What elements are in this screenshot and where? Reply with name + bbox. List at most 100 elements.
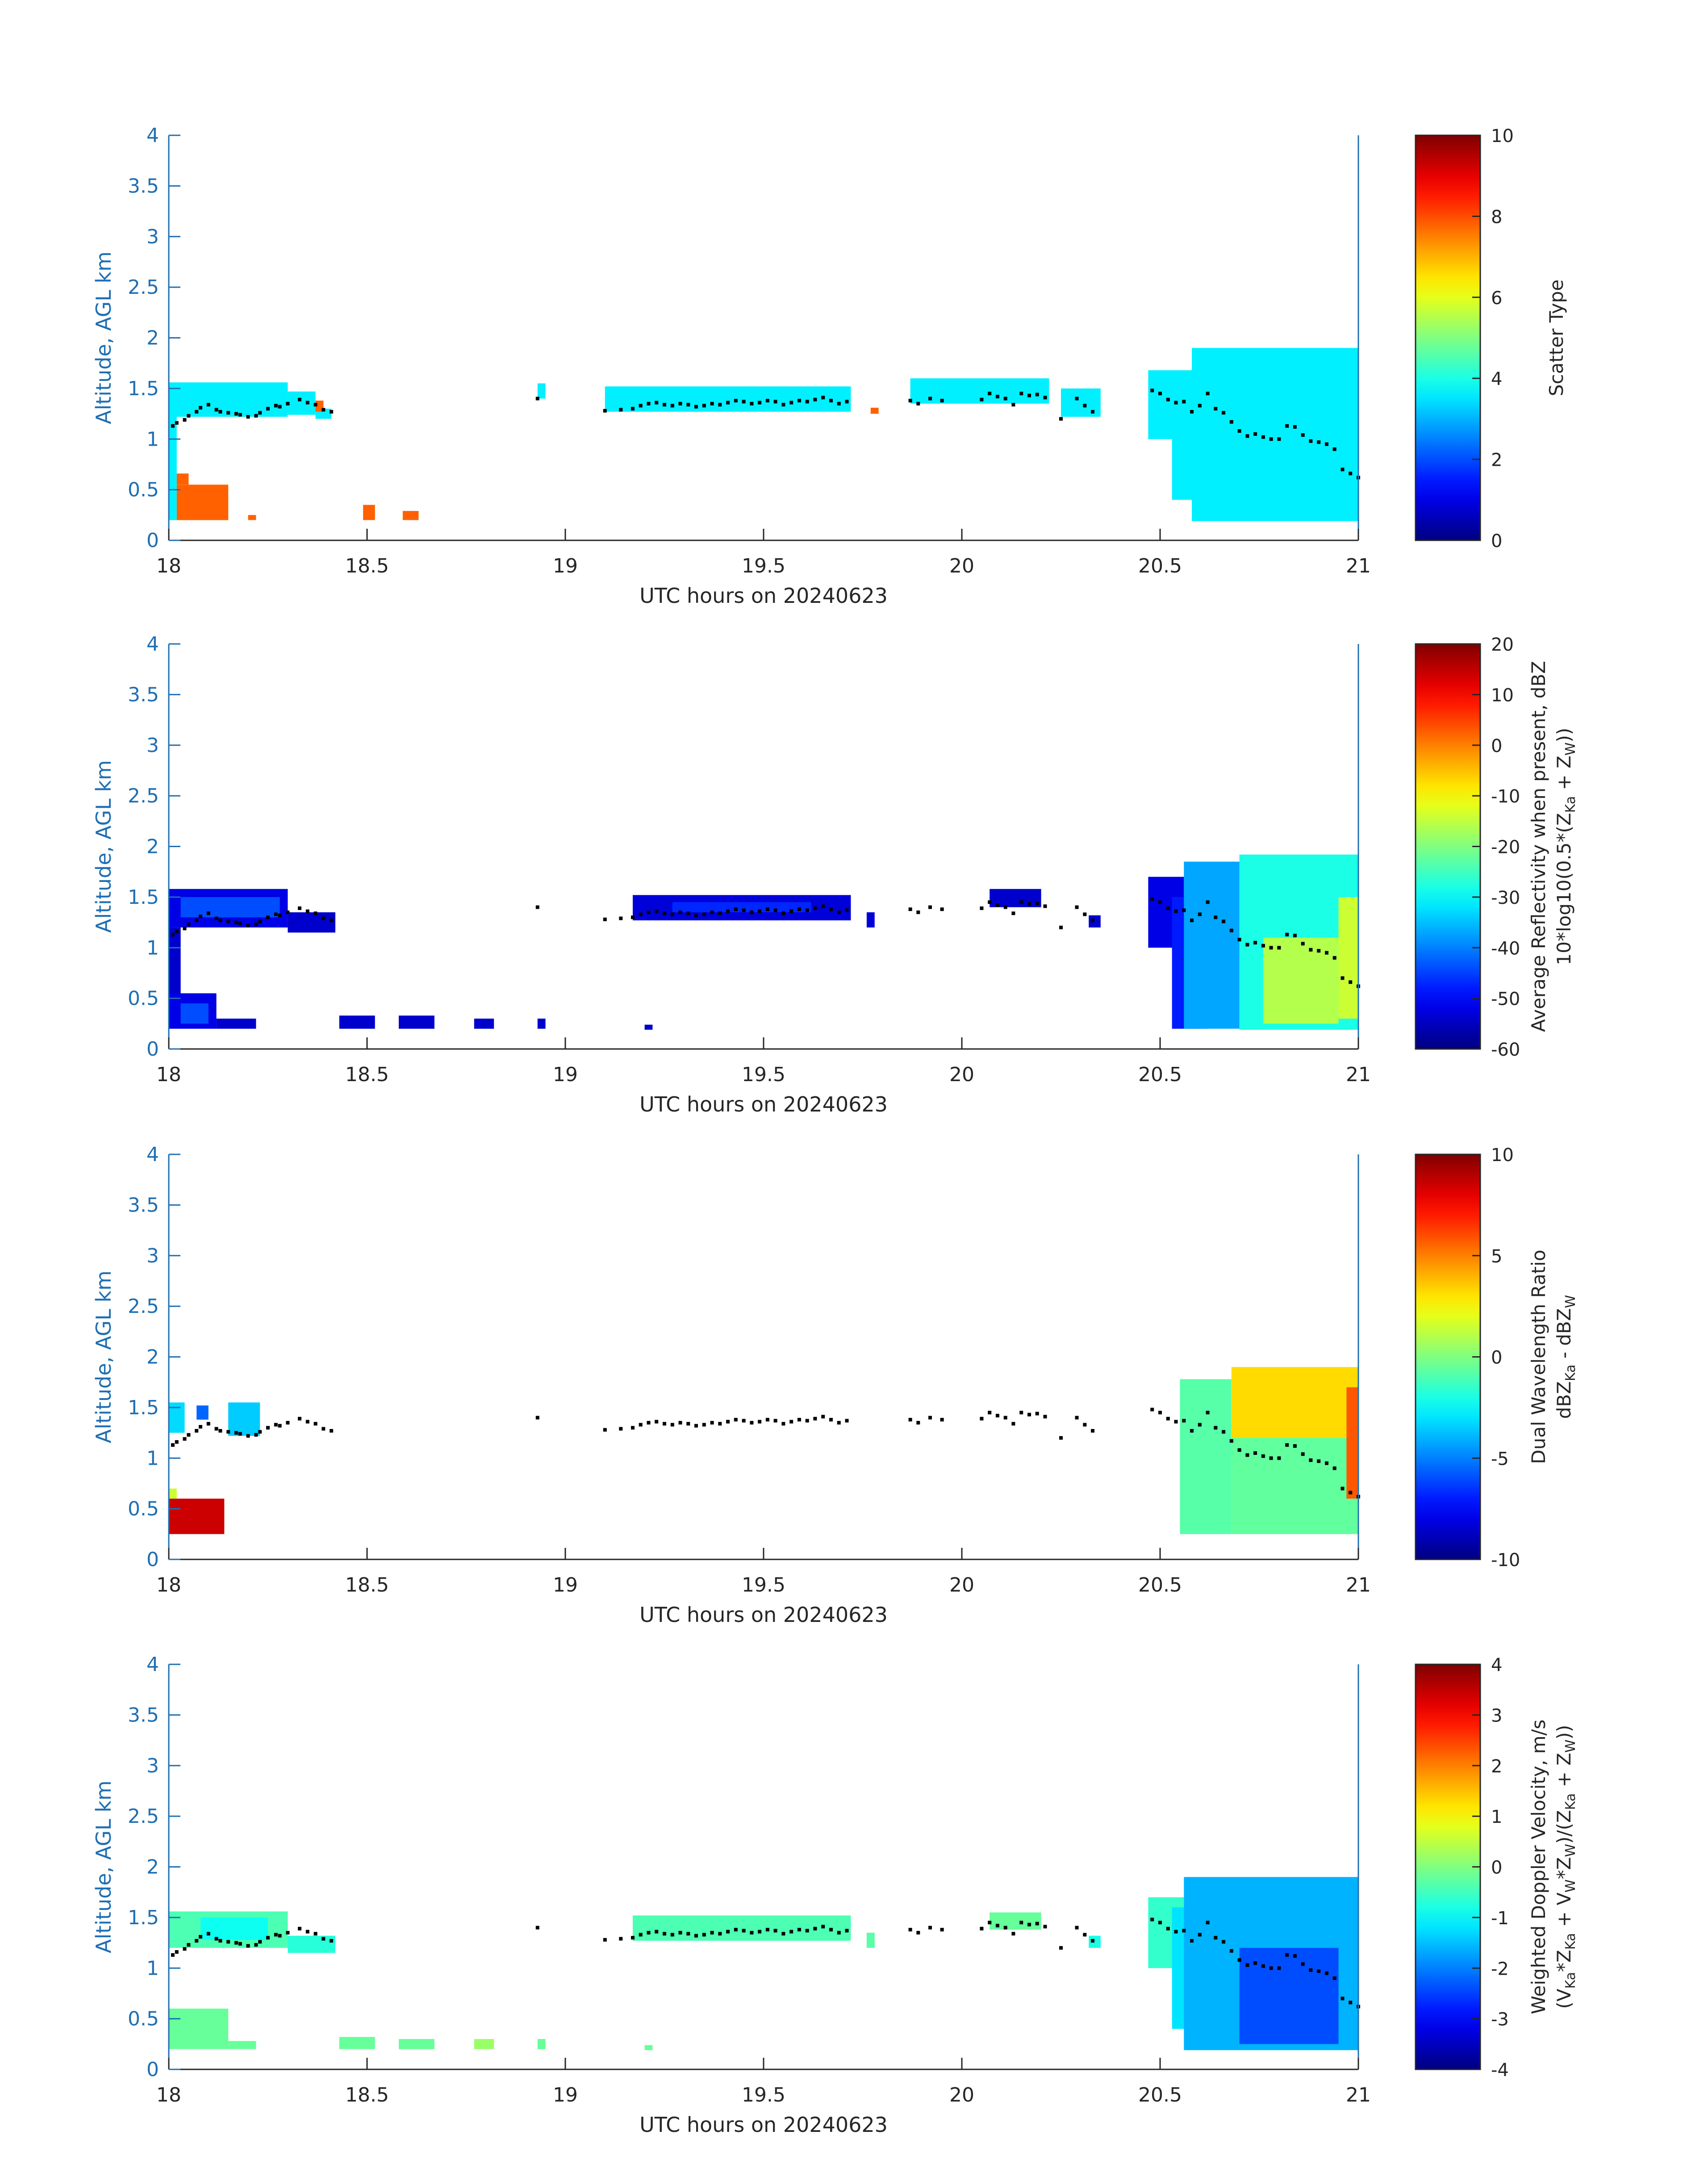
- heatmap-cell-1: [196, 1405, 209, 1420]
- y-tick-label: 4: [146, 1653, 159, 1676]
- height-marker: [330, 919, 334, 922]
- heatmap-cells: [169, 1367, 1358, 1534]
- height-marker: [718, 403, 722, 407]
- height-marker: [1253, 1451, 1257, 1455]
- height-marker: [214, 916, 218, 920]
- height-marker: [199, 915, 202, 918]
- heatmap-cells: [169, 854, 1358, 1030]
- x-tick-label: 19.5: [742, 2084, 785, 2106]
- height-marker: [183, 1947, 187, 1951]
- y-tick-label: 0: [146, 1548, 159, 1571]
- height-marker: [1083, 404, 1087, 408]
- x-tick-label: 21: [1346, 1574, 1371, 1596]
- heatmap-cell-10: [537, 1019, 546, 1029]
- heatmap-cells: [169, 1877, 1358, 2050]
- height-marker: [603, 917, 607, 921]
- height-marker: [829, 1418, 833, 1422]
- height-marker: [1237, 1448, 1241, 1452]
- height-marker: [195, 1429, 199, 1433]
- height-marker: [686, 403, 690, 407]
- subscript: Ka: [1563, 1972, 1579, 1989]
- height-marker: [254, 923, 258, 927]
- height-marker: [603, 409, 607, 413]
- colorbar-gradient: [1415, 1663, 1481, 2070]
- height-marker: [1349, 980, 1353, 984]
- height-marker: [765, 907, 769, 911]
- heatmap-cell-9: [474, 1019, 494, 1029]
- height-marker: [1206, 900, 1210, 904]
- height-marker: [980, 397, 984, 401]
- height-marker: [254, 414, 258, 418]
- colorbar-tick-label: 4: [1491, 1655, 1502, 1676]
- heatmap-cell-3: [169, 2008, 229, 2049]
- height-marker: [214, 408, 218, 412]
- height-marker: [1245, 1453, 1249, 1457]
- height-marker: [1174, 1420, 1178, 1424]
- height-marker: [813, 1417, 817, 1421]
- height-marker: [258, 411, 262, 415]
- panel-dual-wavelength-ratio: 18 18.5 19 19.5 20 20.5 21 0 0.5 1 1.5 2 2.5 3 3.5 4 UTC…: [92, 1143, 1579, 1627]
- height-marker: [266, 1936, 270, 1940]
- height-marker: [639, 1933, 643, 1937]
- height-marker: [765, 1418, 769, 1422]
- height-marker: [710, 1421, 714, 1425]
- y-tick-label: 1.5: [128, 1396, 159, 1419]
- height-marker: [1019, 1921, 1023, 1925]
- height-marker: [718, 1422, 722, 1426]
- x-tick-label: 18.5: [345, 1574, 389, 1596]
- height-marker: [1027, 1412, 1031, 1417]
- height-marker: [1043, 1415, 1047, 1419]
- height-marker: [789, 1420, 793, 1424]
- height-marker: [908, 1418, 912, 1422]
- height-marker: [837, 910, 841, 914]
- y-tick-label: 1.5: [128, 1906, 159, 1929]
- height-marker: [631, 1936, 635, 1940]
- y-tick-label: 4: [146, 1143, 159, 1166]
- height-marker: [1035, 393, 1039, 397]
- x-tick-label: 21: [1346, 1063, 1371, 1086]
- height-marker: [663, 911, 666, 915]
- height-marker: [1261, 435, 1265, 439]
- heatmap-cell-16: [1089, 915, 1101, 928]
- height-marker: [670, 404, 674, 408]
- y-tick-label: 0: [146, 2058, 159, 2081]
- heatmap-cell-2: [288, 912, 335, 933]
- x-tick-label: 19.5: [742, 1574, 785, 1596]
- height-marker: [258, 1940, 262, 1944]
- height-marker: [1150, 1918, 1154, 1922]
- height-marker: [1317, 1969, 1321, 1973]
- height-marker: [1222, 411, 1226, 415]
- x-tick-label: 20.5: [1138, 2084, 1182, 2106]
- height-marker: [821, 396, 825, 400]
- height-marker: [837, 1421, 841, 1425]
- height-marker: [1253, 940, 1257, 944]
- height-marker: [1174, 1930, 1178, 1934]
- height-marker: [278, 913, 282, 917]
- height-marker: [1190, 919, 1194, 922]
- height-marker: [1043, 1925, 1047, 1929]
- height-marker: [742, 1419, 746, 1423]
- height-marker: [1349, 472, 1353, 476]
- colorbar-tick-label: 0: [1491, 531, 1502, 552]
- height-marker: [726, 909, 730, 913]
- height-marker: [916, 401, 920, 405]
- height-marker: [928, 1926, 932, 1930]
- height-marker: [908, 907, 912, 911]
- height-marker: [694, 1934, 698, 1938]
- height-marker: [631, 1426, 635, 1430]
- height-marker: [1269, 1966, 1273, 1970]
- height-marker: [1222, 919, 1226, 923]
- colorbar-tick-label: -60: [1491, 1040, 1520, 1060]
- heatmap-cell-3: [169, 1498, 225, 1534]
- label-part: dBZ: [1553, 1381, 1575, 1419]
- heatmap-cell-12: [870, 408, 879, 414]
- height-marker: [1332, 956, 1336, 960]
- colorbar-tick-label: 6: [1491, 288, 1502, 309]
- x-axis-label: UTC hours on 20240623: [639, 1603, 888, 1627]
- height-marker: [171, 424, 175, 428]
- colorbar-tick-label: 0: [1491, 736, 1502, 756]
- height-marker: [1341, 468, 1345, 472]
- height-marker: [238, 413, 242, 417]
- height-marker: [742, 908, 746, 912]
